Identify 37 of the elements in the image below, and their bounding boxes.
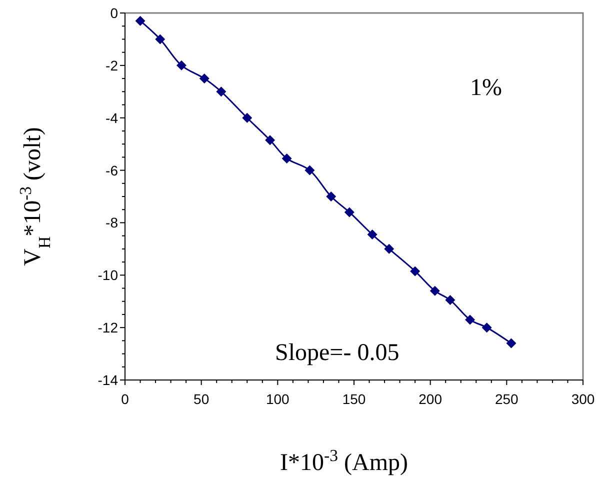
point — [242, 112, 252, 123]
x-tick-label: 0 — [121, 391, 130, 407]
y-tick-label: -14 — [98, 372, 118, 388]
x-tick-label: 100 — [266, 391, 290, 407]
point — [430, 286, 440, 296]
point — [506, 338, 516, 348]
x-axis-title: I*10$^{-3}$ (Amp) — [280, 446, 408, 476]
point — [326, 192, 336, 202]
point — [445, 295, 456, 306]
point — [135, 16, 146, 26]
y-tick-label: -8 — [106, 214, 118, 231]
y-tick-label: -10 — [98, 267, 118, 284]
y-tick-label: -4 — [106, 110, 118, 126]
x-tick-label: 300 — [571, 391, 595, 407]
annotation: Slope=- 0.05 — [275, 340, 400, 366]
point — [199, 74, 210, 84]
x-tick-label: 150 — [342, 391, 366, 407]
point — [282, 153, 292, 164]
y-tick-label: 0 — [110, 5, 118, 21]
point — [410, 266, 420, 276]
point — [216, 86, 226, 97]
point — [265, 135, 276, 146]
annotation: 1% — [470, 75, 502, 101]
point — [384, 244, 394, 254]
point — [367, 230, 378, 240]
point — [465, 314, 476, 325]
point — [482, 322, 492, 333]
x-tick-label: 250 — [494, 391, 519, 407]
point — [176, 60, 186, 70]
point — [344, 207, 354, 218]
x-tick-label: 50 — [194, 391, 210, 407]
y-tick-label: -2 — [106, 57, 118, 74]
point — [304, 165, 315, 176]
y-tick-label: -6 — [106, 162, 118, 178]
point — [155, 34, 166, 44]
x-tick-label: 200 — [418, 391, 442, 407]
y-tick-label: -12 — [98, 320, 118, 336]
